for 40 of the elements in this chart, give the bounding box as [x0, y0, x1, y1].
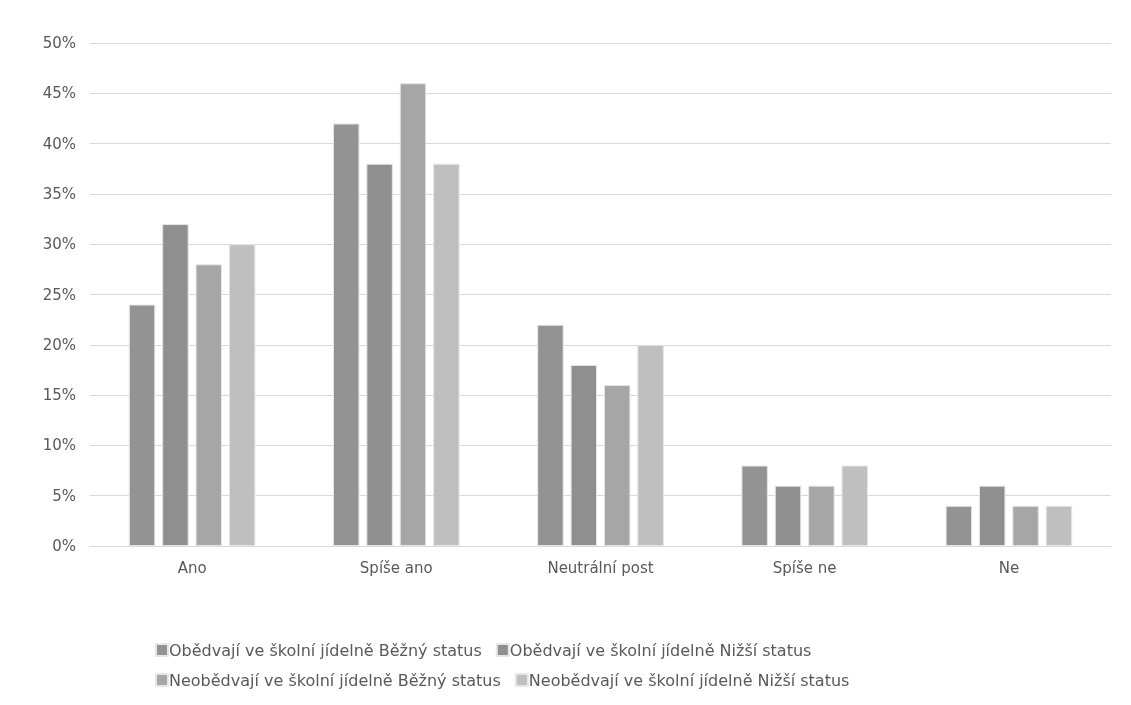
x-tick-label: Ano	[177, 558, 207, 577]
bar	[1012, 505, 1039, 546]
legend-label: Neobědvají ve školní jídelně Nižší status	[528, 670, 850, 690]
y-tick-label: 35%	[42, 184, 76, 203]
y-tick-label: 30%	[42, 235, 76, 254]
x-tick-label: Ne	[998, 558, 1020, 577]
y-tick-label: 5%	[52, 486, 76, 505]
bar	[195, 264, 223, 546]
bar	[366, 163, 393, 546]
x-tick-label: Spíše ano	[359, 558, 433, 577]
bar	[1045, 505, 1073, 546]
legend-label: Neobědvají ve školní jídelně Běžný status	[169, 670, 501, 690]
bar	[570, 364, 598, 546]
bar	[841, 465, 868, 546]
bar	[978, 485, 1006, 546]
bar	[433, 163, 460, 546]
bar	[537, 324, 564, 546]
x-tick-label: Neutrální post	[547, 558, 654, 577]
y-tick-label: 50%	[42, 34, 76, 52]
bar	[399, 83, 427, 546]
y-tick-label: 45%	[42, 84, 76, 103]
bar	[637, 344, 664, 546]
y-tick-label: 40%	[42, 134, 76, 153]
bar	[603, 385, 631, 546]
legend-label: Obědvají ve školní jídelně Běžný status	[169, 640, 482, 660]
bar	[945, 505, 973, 546]
x-tick-label: Spíše ne	[772, 558, 837, 577]
legend-label: Obědvají ve školní jídelně Nižší status	[509, 640, 812, 660]
y-tick-label: 20%	[42, 335, 76, 354]
bar	[741, 465, 768, 546]
y-tick-label: 15%	[42, 386, 76, 405]
bar	[808, 485, 835, 546]
bar	[128, 304, 156, 546]
bar	[228, 244, 256, 546]
bar	[162, 224, 189, 546]
bar	[333, 123, 360, 546]
bar	[774, 485, 802, 546]
y-tick-label: 25%	[42, 285, 76, 304]
y-tick-label: 10%	[42, 436, 76, 455]
y-tick-label: 0%	[52, 537, 76, 555]
